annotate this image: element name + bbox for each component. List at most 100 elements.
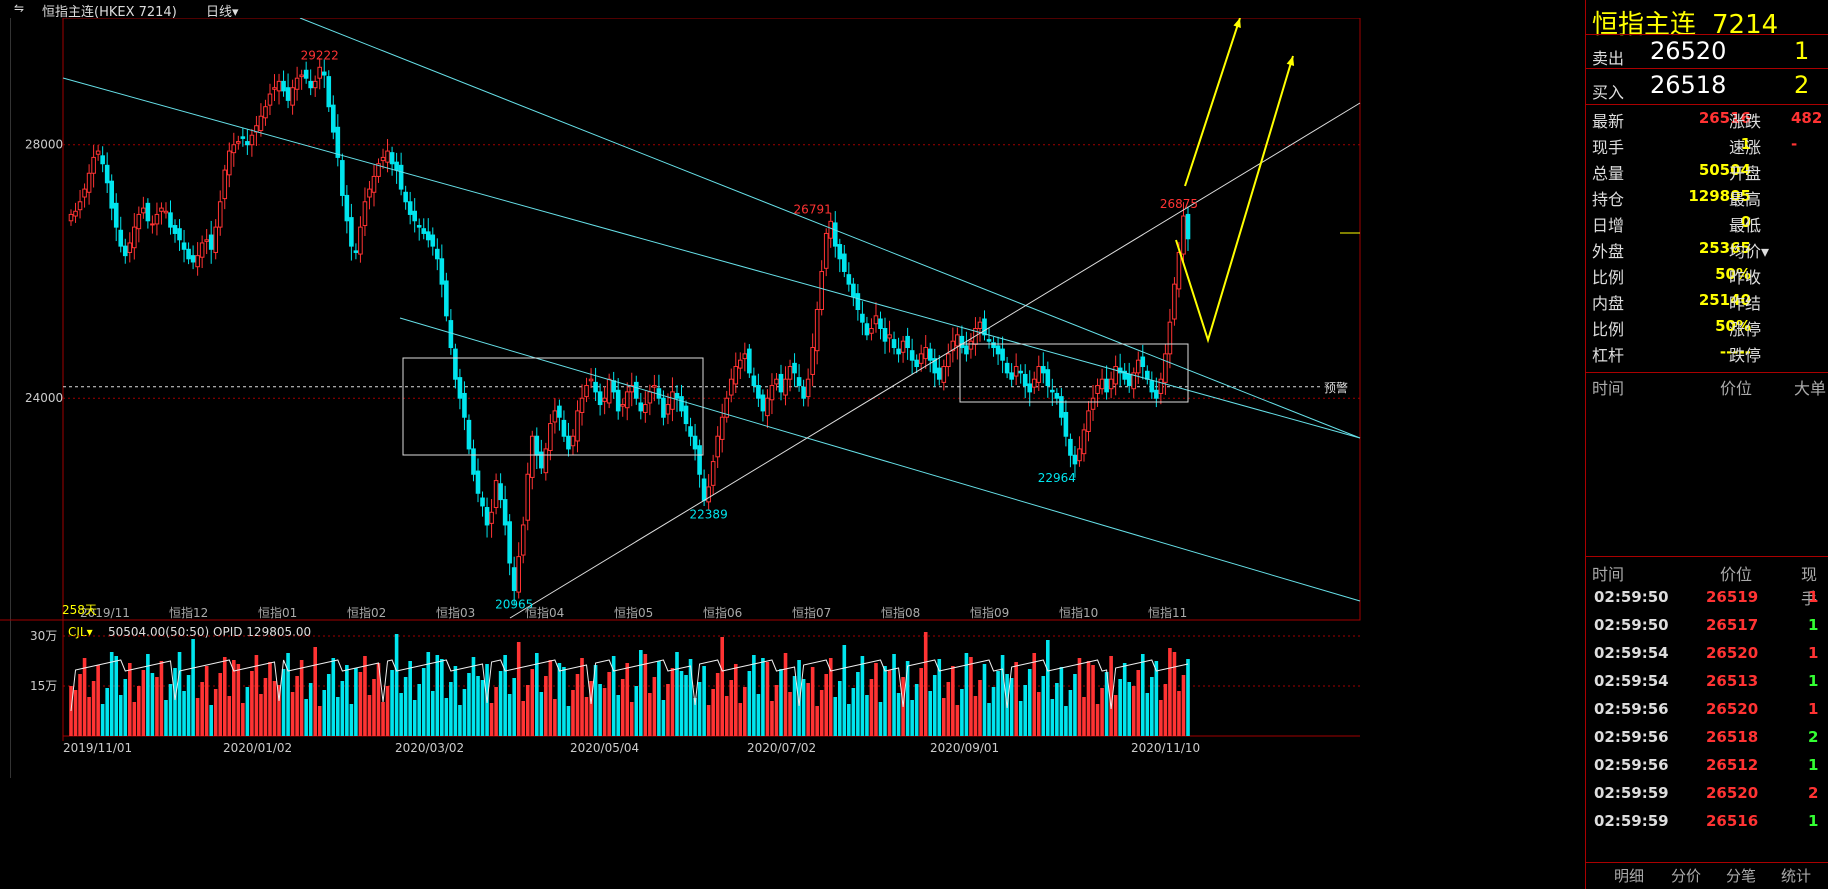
- candle-body: [1140, 356, 1146, 368]
- candle-body: [1009, 372, 1014, 380]
- candle-body: [95, 150, 101, 155]
- tab-trades[interactable]: 分笔: [1726, 867, 1757, 885]
- volume-axis-label: 15万: [30, 679, 57, 693]
- link-icon[interactable]: ⇋: [14, 1, 25, 15]
- panel-tabs: 明细 分价 分笔 统计: [1586, 862, 1828, 885]
- volume-bar: [200, 682, 204, 736]
- tick-qty: 1: [1808, 616, 1819, 634]
- candle-body: [299, 74, 304, 78]
- volume-bar: [702, 666, 706, 736]
- candle-body: [927, 348, 933, 361]
- stat-label: 杠杆: [1592, 346, 1625, 365]
- candle-body: [774, 378, 779, 385]
- volume-bar: [724, 696, 729, 736]
- candle-body: [787, 366, 793, 380]
- candle-body: [416, 225, 422, 228]
- candle-body: [900, 340, 906, 353]
- tab-stats[interactable]: 统计: [1781, 867, 1812, 885]
- candle-body: [964, 345, 969, 355]
- volume-bar: [1131, 686, 1136, 736]
- candle-body: [109, 180, 115, 209]
- date-label: 2019/11/01: [63, 741, 132, 755]
- left-toolbar-strip[interactable]: [0, 18, 11, 778]
- tick-row: 02:59:54 26520 1: [1586, 640, 1828, 668]
- stat-value: 1: [1740, 135, 1751, 153]
- volume-bar: [109, 652, 114, 736]
- volume-bar: [1023, 685, 1027, 736]
- candle-body: [837, 244, 843, 260]
- candle-body: [1099, 378, 1105, 390]
- candle-body: [1154, 389, 1159, 399]
- volume-bar: [195, 698, 200, 736]
- month-label: 恒指01: [258, 605, 297, 620]
- period-selector[interactable]: 日线▾: [206, 5, 239, 20]
- candle-body: [281, 80, 286, 92]
- volume-bar: [693, 698, 697, 736]
- extreme-price-label: 22964: [1038, 471, 1076, 485]
- arrow-up-1-head: [1233, 18, 1241, 28]
- volume-bar: [869, 679, 874, 736]
- candle-body: [118, 229, 124, 247]
- volume-bar: [394, 634, 399, 736]
- candle-body: [190, 255, 196, 263]
- candle-body: [801, 386, 806, 399]
- candle-body: [1022, 373, 1028, 387]
- volume-bar: [313, 647, 318, 736]
- volume-bar: [1095, 704, 1100, 736]
- candle-body: [1172, 283, 1177, 320]
- tick-price: 26516: [1706, 812, 1759, 830]
- candle-body: [159, 207, 164, 212]
- volume-bar: [874, 663, 878, 736]
- consolidation-box-2: [959, 343, 1189, 403]
- stat-label: 外盘: [1592, 242, 1625, 261]
- candle-body: [217, 201, 223, 228]
- candle-body: [633, 381, 639, 399]
- candle-body: [936, 367, 942, 380]
- candle-body: [82, 188, 87, 198]
- volume-bar: [910, 700, 914, 736]
- tab-price[interactable]: 分价: [1671, 867, 1702, 885]
- candle-body: [1131, 372, 1137, 390]
- stat-row: 现手 1 速涨 -: [1586, 131, 1828, 157]
- month-label: 恒指11: [1148, 605, 1187, 620]
- candle-body: [154, 213, 160, 225]
- tick-time: 02:59:50: [1594, 588, 1669, 606]
- candle-body: [855, 293, 861, 310]
- candle-body: [710, 461, 716, 486]
- volume-bar: [204, 666, 209, 736]
- tick-row: 02:59:59 26520 2: [1586, 780, 1828, 808]
- tick-price: 26520: [1706, 700, 1759, 718]
- tick-time: 02:59:56: [1594, 756, 1669, 774]
- candle-body: [122, 245, 128, 257]
- candle-body: [453, 348, 458, 380]
- candle-body: [950, 340, 956, 352]
- candle-body: [285, 87, 291, 101]
- volume-bar: [236, 664, 241, 736]
- volume-bar: [480, 680, 485, 736]
- volume-bar: [837, 681, 842, 736]
- candle-body: [728, 378, 734, 396]
- volume-bar: [345, 665, 349, 736]
- candle-body: [1045, 369, 1051, 387]
- tab-detail[interactable]: 明细: [1614, 867, 1645, 885]
- candle-body: [340, 160, 345, 196]
- candle-body: [199, 242, 205, 258]
- candle-body: [163, 210, 169, 214]
- stat-label: 持仓: [1592, 190, 1625, 209]
- candle-body: [575, 410, 580, 442]
- volume-bar: [634, 686, 639, 736]
- volume-bar: [1140, 654, 1145, 736]
- volume-bar: [516, 642, 521, 736]
- volume-bar: [711, 689, 715, 736]
- volume-bar: [639, 650, 643, 736]
- stat-label: 内盘: [1592, 294, 1625, 313]
- month-label: 恒指06: [703, 605, 742, 620]
- candle-body: [181, 242, 187, 250]
- candle-body: [697, 445, 702, 475]
- candlestick-chart[interactable]: 28000 24000 预警 29222 26791 26875 20965 22389 229…: [0, 18, 1585, 878]
- candle-body: [398, 164, 404, 190]
- candle-body: [525, 473, 531, 521]
- candle-body: [624, 391, 630, 409]
- tick-time: 02:59:59: [1594, 784, 1669, 802]
- candle-body: [1054, 392, 1060, 399]
